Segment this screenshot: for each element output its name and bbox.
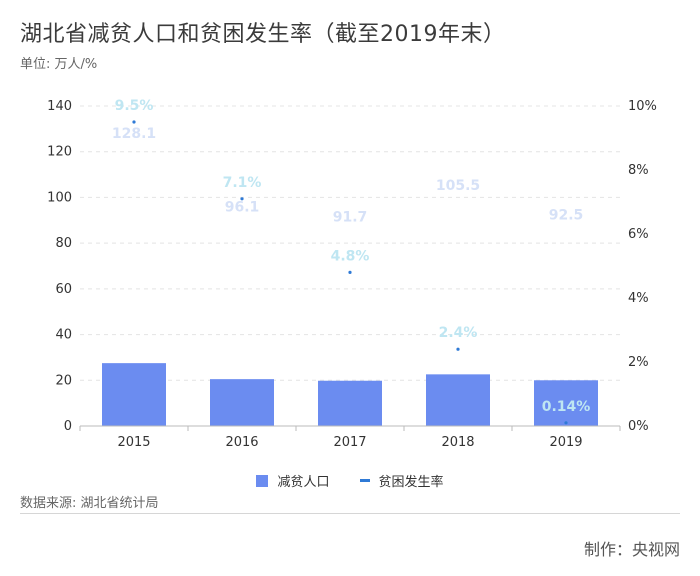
- y-left-tick-label: 0: [64, 419, 72, 434]
- x-tick-label-2015: 2015: [117, 435, 150, 450]
- y-left-tick-label: 40: [55, 328, 72, 343]
- rate-label-2019: 0.14%: [542, 399, 591, 415]
- y-left-tick-label: 80: [55, 236, 72, 251]
- rate-label-2016: 7.1%: [223, 175, 262, 191]
- population-label-2019: 92.5: [549, 208, 584, 224]
- x-tick-label-2019: 2019: [549, 435, 582, 450]
- population-label-2018: 105.5: [436, 178, 480, 194]
- y-left-tick-label: 120: [47, 145, 72, 160]
- rate-point-2018: [456, 347, 460, 351]
- bar-2018: [426, 374, 490, 426]
- y-right-tick-label: 2%: [628, 355, 649, 370]
- y-right-tick-label: 0%: [628, 419, 649, 434]
- population-label-2017: 91.7: [333, 209, 368, 225]
- legend-label-rate: 贫困发生率: [378, 475, 444, 490]
- rate-point-2015: [132, 120, 136, 124]
- population-label-2016: 96.1: [225, 199, 260, 215]
- unit-label: 单位: 万人/%: [20, 57, 98, 72]
- credit: 制作：央视网: [583, 540, 680, 559]
- x-tick-label-2016: 2016: [225, 435, 258, 450]
- y-right-tick-label: 10%: [628, 99, 657, 114]
- legend: 减贫人口 贫困发生率: [0, 471, 700, 490]
- rate-label-2017: 4.8%: [331, 248, 370, 264]
- rate-label-2018: 2.4%: [439, 325, 478, 341]
- y-right-tick-label: 6%: [628, 227, 649, 242]
- y-left-tick-label: 100: [47, 190, 72, 205]
- rate-point-2017: [348, 270, 352, 274]
- bar-2016: [210, 379, 274, 426]
- legend-item-population[interactable]: 减贫人口: [256, 471, 330, 490]
- rate-label-2015: 9.5%: [115, 98, 154, 114]
- legend-label-population: 减贫人口: [277, 475, 330, 490]
- chart: 0 20 40 60 80 100 120 140 0% 2% 4% 6% 8% 10% 2015 2016 2…: [47, 98, 657, 450]
- y-right-tick-label: 4%: [628, 291, 649, 306]
- rate-point-2016: [240, 197, 244, 201]
- x-tick-label-2017: 2017: [333, 435, 366, 450]
- data-source: 数据来源: 湖北省统计局: [20, 496, 159, 511]
- y-left-tick-label: 20: [55, 373, 72, 388]
- divider: [20, 513, 680, 514]
- y-right-tick-label: 8%: [628, 163, 649, 178]
- bar-2019: [534, 380, 598, 426]
- x-tick-label-2018: 2018: [441, 435, 474, 450]
- population-label-2015: 128.1: [112, 126, 156, 142]
- rate-point-2019: [564, 421, 568, 425]
- legend-item-rate[interactable]: 贫困发生率: [359, 471, 444, 490]
- bar-2017: [318, 380, 382, 426]
- legend-line-swatch: [359, 479, 370, 482]
- bar-2015: [102, 363, 166, 426]
- legend-bar-swatch: [256, 474, 269, 487]
- y-left-tick-label: 140: [47, 99, 72, 114]
- y-left-tick-label: 60: [55, 282, 72, 297]
- chart-title: 湖北省减贫人口和贫困发生率（截至2019年末）: [20, 22, 506, 47]
